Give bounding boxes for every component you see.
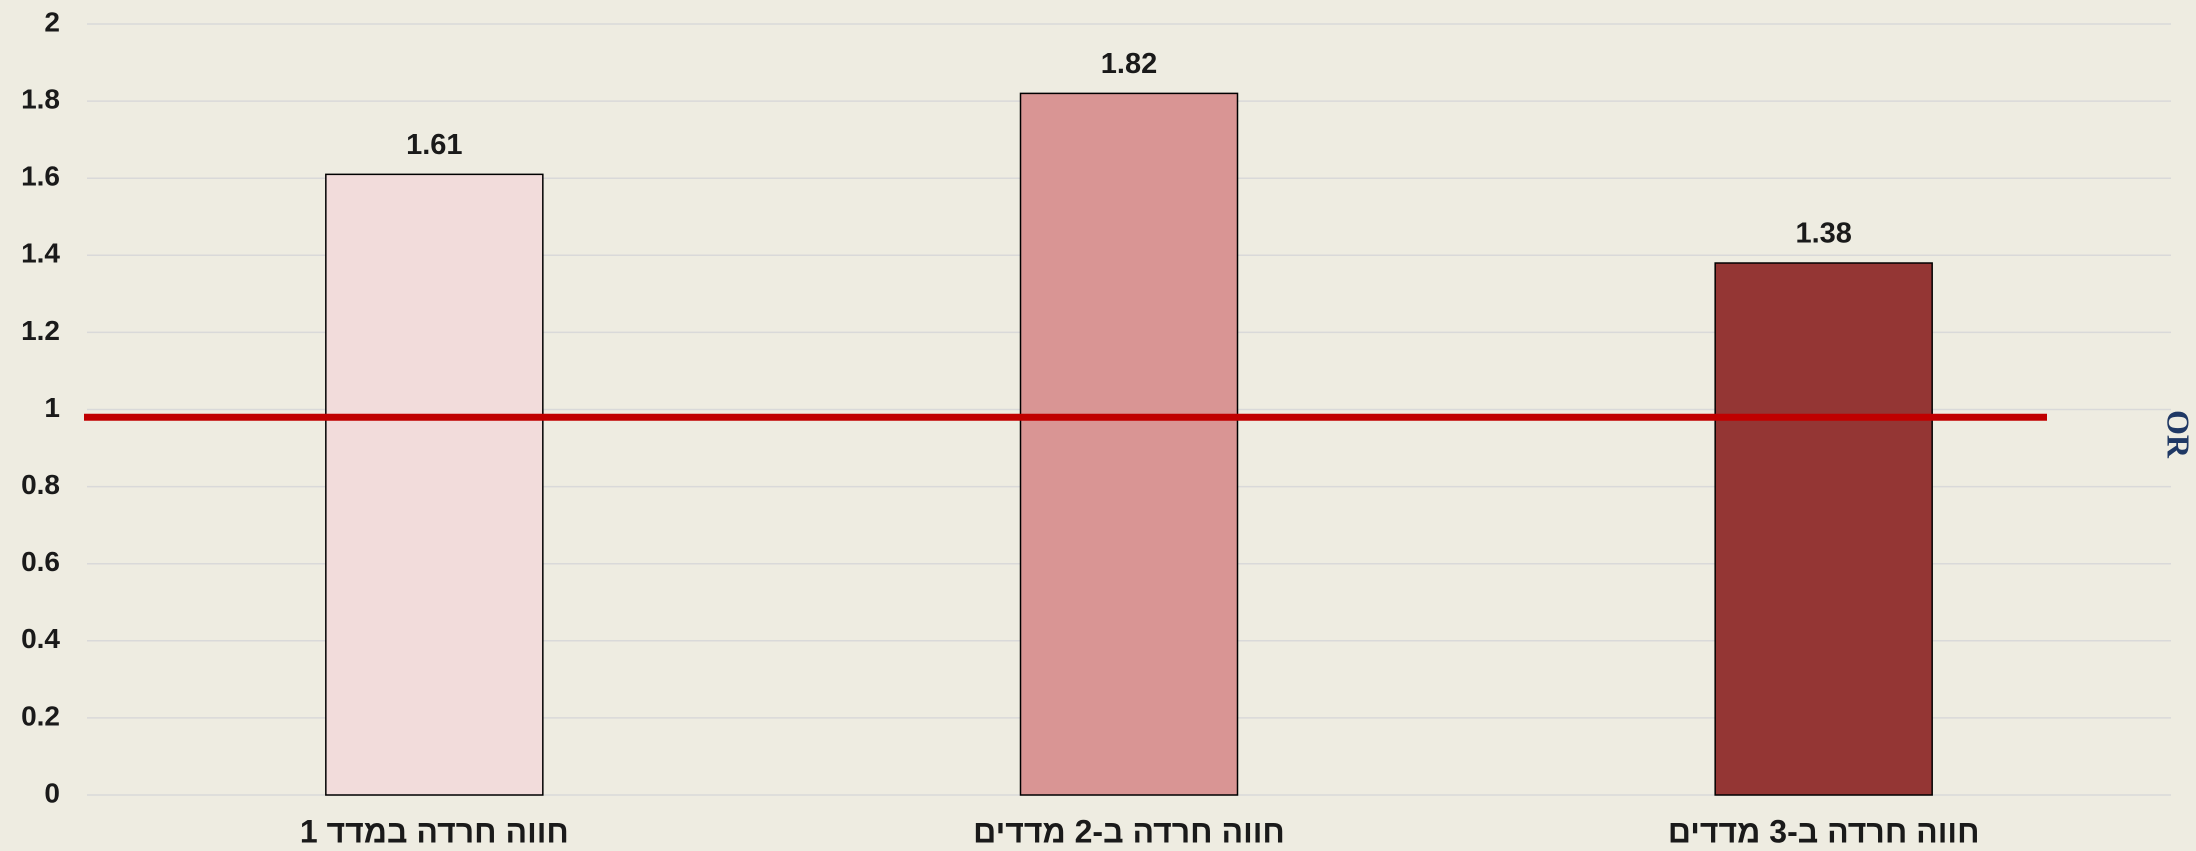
value-label: 1.61 bbox=[406, 129, 462, 161]
x-tick-label: חווה חרדה ב-3 מדדים bbox=[1668, 813, 1980, 849]
y-tick-label: 1.8 bbox=[21, 83, 60, 114]
axis-label: OR bbox=[2161, 410, 2196, 459]
value-label: 1.82 bbox=[1101, 48, 1157, 80]
bar bbox=[1019, 92, 1239, 796]
x-tick-label: חווה חרדה במדד 1 bbox=[300, 813, 569, 849]
y-tick-label: 0.8 bbox=[21, 469, 60, 500]
bar bbox=[1714, 262, 1933, 796]
y-tick-label: 1 bbox=[44, 392, 60, 423]
y-tick-label: 1.2 bbox=[21, 315, 60, 346]
y-tick-label: 0.6 bbox=[21, 546, 60, 577]
value-label: 1.38 bbox=[1795, 218, 1851, 250]
y-tick-label: 0.4 bbox=[21, 623, 60, 654]
y-tick-label: 0.2 bbox=[21, 700, 60, 731]
y-tick-label: 1.6 bbox=[21, 161, 60, 192]
y-tick-label: 1.4 bbox=[21, 238, 60, 269]
y-tick-label: 0 bbox=[44, 777, 60, 808]
bar bbox=[325, 173, 544, 796]
x-tick-label: חווה חרדה ב-2 מדדים bbox=[973, 813, 1285, 849]
y-tick-label: 2 bbox=[44, 6, 60, 37]
